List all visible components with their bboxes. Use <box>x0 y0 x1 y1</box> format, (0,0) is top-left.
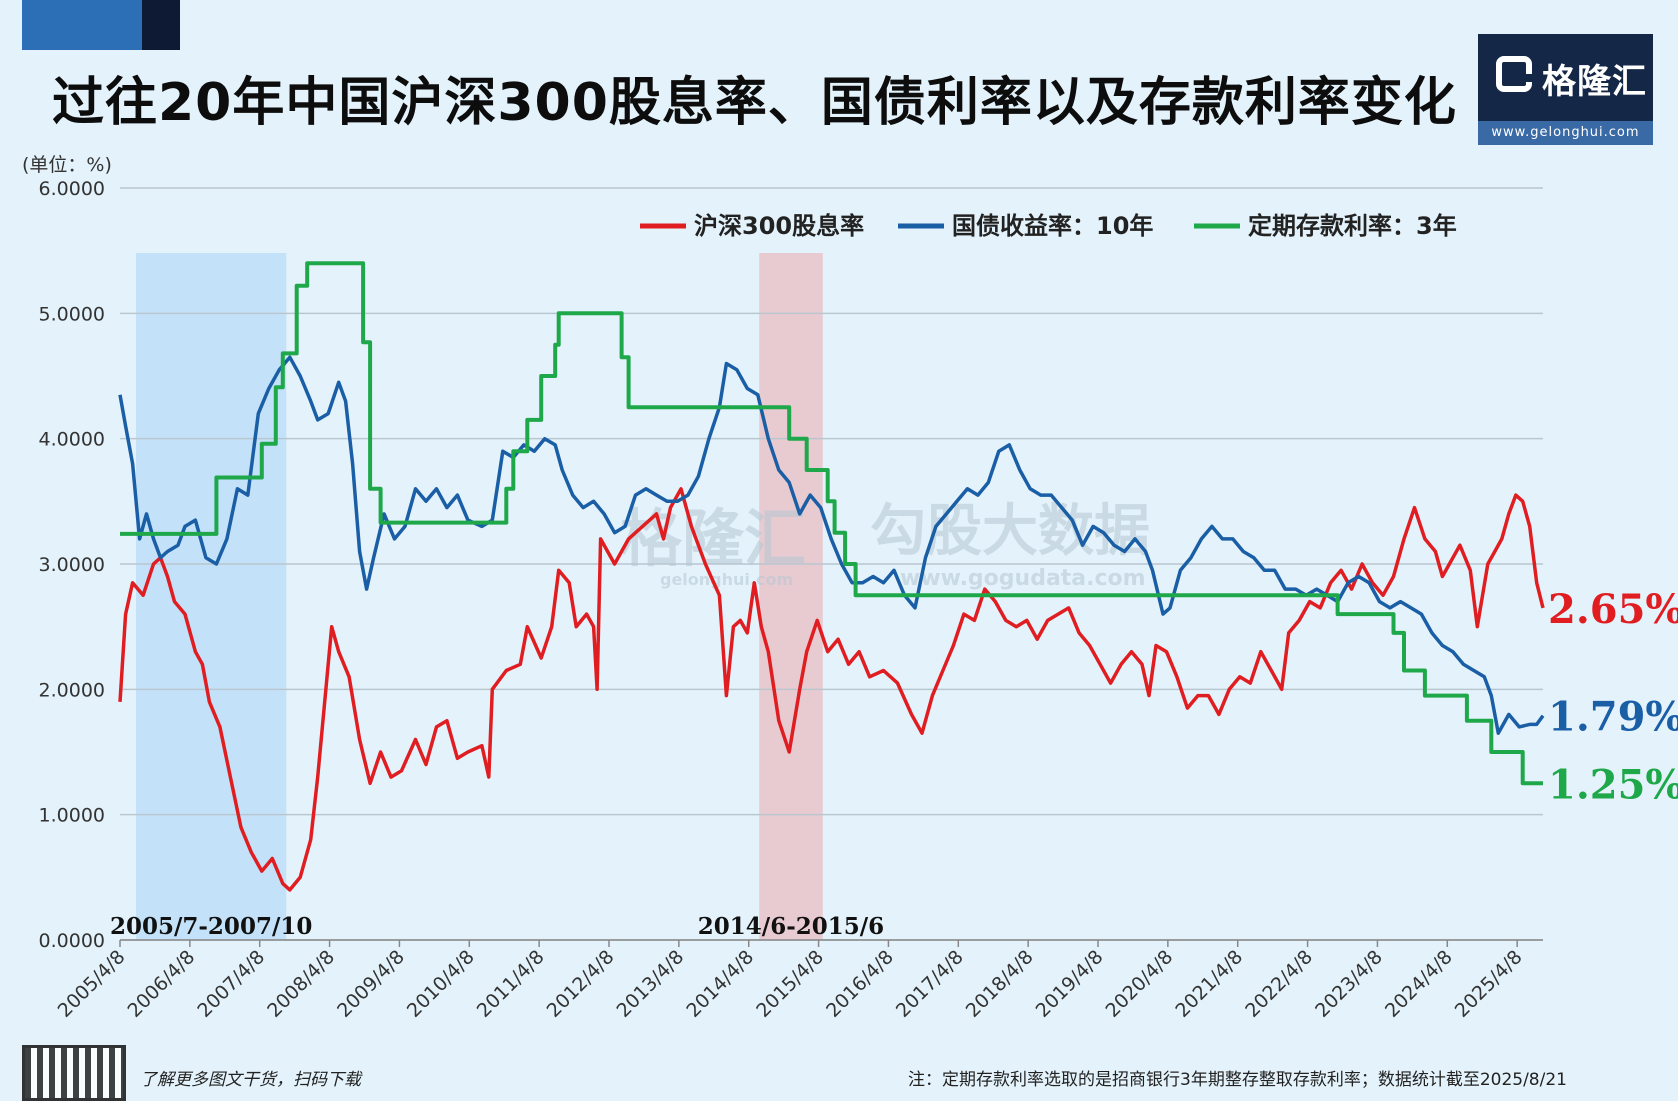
y-tick-label: 4.0000 <box>39 429 105 451</box>
x-tick-label: 2023/4/8 <box>1311 946 1387 1022</box>
x-tick-label: 2011/4/8 <box>473 946 549 1022</box>
chart-title: 过往20年中国沪深300股息率、国债利率以及存款利率变化 <box>52 73 1457 133</box>
series-line-3 <box>120 261 1543 786</box>
watermark-text: www.gogudata.com <box>900 566 1146 591</box>
y-tick-label: 2.0000 <box>39 679 105 701</box>
x-tick-label: 2015/4/8 <box>752 946 828 1022</box>
x-tick-label: 2021/4/8 <box>1171 946 1247 1022</box>
series-end-label-1: 2.65% <box>1548 586 1678 633</box>
y-tick-label: 1.0000 <box>39 805 105 827</box>
legend-label-3: 定期存款利率：3年 <box>1248 212 1457 240</box>
y-tick-label: 0.0000 <box>39 930 105 952</box>
legend-label-2: 国债收益率：10年 <box>952 212 1153 240</box>
y-tick-label: 5.0000 <box>39 303 105 325</box>
series-line-2 <box>118 355 1545 735</box>
highlight-label-2: 2014/6-2015/6 <box>698 913 884 940</box>
gelonghui-logo-icon <box>1496 56 1532 92</box>
x-tick-label: 2024/4/8 <box>1381 946 1457 1022</box>
watermark-text: gelonghui.com <box>660 570 793 589</box>
logo-url: www.gelonghui.com <box>1478 121 1653 145</box>
logo-name: 格隆汇 <box>1542 62 1647 102</box>
x-tick-label: 2008/4/8 <box>263 946 339 1022</box>
y-axis-unit-label: (单位：%) <box>22 154 112 176</box>
highlight-band-2 <box>759 253 823 940</box>
qr-caption: 了解更多图文干货，扫码下载 <box>140 1070 361 1090</box>
x-tick-label: 2018/4/8 <box>962 946 1038 1022</box>
watermark-text: 格隆汇 <box>620 502 806 575</box>
legend-label-1: 沪深300股息率 <box>694 212 864 240</box>
header-accent-bar <box>22 0 142 50</box>
x-tick-label: 2025/4/8 <box>1451 946 1527 1022</box>
x-tick-label: 2017/4/8 <box>892 946 968 1022</box>
x-tick-label: 2007/4/8 <box>193 946 269 1022</box>
header-accent-bar-dark <box>142 0 180 50</box>
series-end-label-3: 1.25% <box>1548 761 1678 808</box>
y-tick-label: 3.0000 <box>39 554 105 576</box>
x-tick-label: 2012/4/8 <box>543 946 619 1022</box>
gelonghui-logo: 格隆汇 www.gelonghui.com <box>1478 34 1653 145</box>
highlight-band-1 <box>136 253 287 940</box>
x-tick-label: 2013/4/8 <box>612 946 688 1022</box>
x-tick-label: 2006/4/8 <box>123 946 199 1022</box>
watermark-text: 勾股大数据 <box>870 499 1150 564</box>
series-end-label-2: 1.79% <box>1548 694 1678 741</box>
x-tick-label: 2005/4/8 <box>54 946 130 1022</box>
x-tick-label: 2020/4/8 <box>1101 946 1177 1022</box>
x-tick-label: 2016/4/8 <box>822 946 898 1022</box>
x-tick-label: 2009/4/8 <box>333 946 409 1022</box>
footnote: 注：定期存款利率选取的是招商银行3年期整存整取存款利率；数据统计截至2025/8… <box>908 1070 1567 1090</box>
x-tick-label: 2019/4/8 <box>1032 946 1108 1022</box>
highlight-label-1: 2005/7-2007/10 <box>110 913 312 940</box>
x-tick-label: 2022/4/8 <box>1241 946 1317 1022</box>
qr-code-icon <box>22 1045 126 1101</box>
x-tick-label: 2010/4/8 <box>403 946 479 1022</box>
y-tick-label: 6.0000 <box>39 178 105 200</box>
x-tick-label: 2014/4/8 <box>682 946 758 1022</box>
